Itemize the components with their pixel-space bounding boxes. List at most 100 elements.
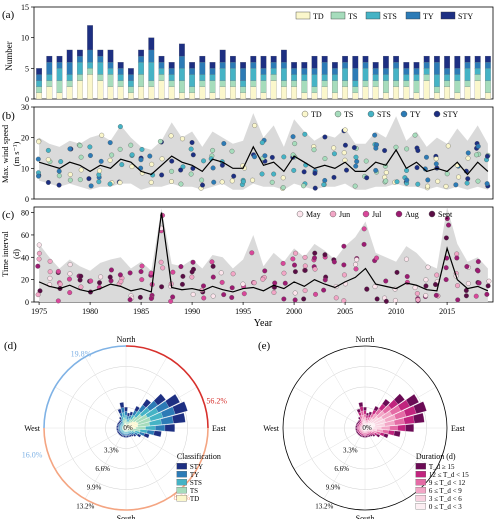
quadrant-arc [125, 427, 209, 511]
bar-sty [382, 55, 389, 69]
data-point [425, 183, 431, 189]
bar-td [423, 80, 430, 100]
data-point [67, 262, 73, 268]
data-point [312, 170, 318, 176]
data-point [372, 132, 378, 138]
data-point [272, 280, 278, 286]
data-point [219, 279, 225, 285]
legend-label: 3 ≤ T_d < 6 [429, 495, 462, 503]
bar-td [240, 92, 247, 100]
rose-wedge [118, 432, 121, 435]
data-point [312, 255, 317, 261]
rose-wedge [120, 434, 123, 437]
bar-td [454, 92, 461, 100]
data-point [210, 165, 216, 171]
bar-td [311, 92, 318, 100]
panel-e: (e) North East South West 3.3% 6.6% 9.9% 13.2% 0… [258, 335, 469, 519]
rose-wedge [117, 422, 120, 425]
rose-wedge [117, 408, 122, 414]
bar-ty [403, 68, 410, 75]
bar-sts [127, 80, 134, 87]
bar-sts [311, 74, 318, 87]
data-point [36, 139, 42, 145]
grid-spoke [54, 386, 127, 429]
rose-wedge [142, 398, 152, 408]
data-point [211, 179, 217, 185]
data-point [414, 165, 420, 171]
data-point [45, 180, 51, 185]
data-point [170, 294, 176, 300]
rose-wedge [357, 416, 361, 420]
bar-ty [127, 74, 134, 81]
data-point [414, 291, 420, 296]
data-point [47, 269, 53, 275]
data-point [322, 252, 328, 258]
legend-marker [334, 110, 342, 118]
bar-ts [178, 80, 185, 93]
data-point [138, 157, 144, 163]
data-point [55, 298, 61, 304]
data-point [96, 179, 102, 185]
data-point [302, 131, 308, 137]
data-point [45, 147, 51, 153]
data-point [455, 283, 460, 289]
data-point [251, 280, 257, 286]
rose-wedge [362, 435, 365, 438]
bar-sts [199, 74, 206, 81]
data-point [415, 181, 421, 187]
bar-ts [444, 80, 451, 87]
bar-td [270, 80, 277, 100]
bar-ty [199, 62, 206, 75]
x-tick-label: 1985 [133, 307, 149, 316]
bar-ty [158, 62, 165, 69]
radial-tick-label: 9.9% [87, 484, 102, 492]
rose-wedge [155, 424, 166, 432]
legend-swatch [415, 479, 426, 486]
data-point [67, 146, 73, 152]
bar-sty [342, 55, 349, 63]
data-point [464, 180, 470, 186]
bar-ty [301, 68, 308, 75]
data-point [473, 293, 479, 299]
data-point [394, 179, 400, 185]
direction-north: North [117, 335, 136, 344]
bar-sty [413, 62, 420, 69]
bar-sty [66, 49, 73, 63]
bar-ty [178, 55, 185, 69]
bar-sts [158, 68, 165, 75]
data-point [383, 278, 389, 284]
legend-label: STS [377, 110, 391, 119]
rose-wedge [356, 427, 359, 429]
rose-wedge [124, 415, 128, 420]
rose-wedge [132, 433, 137, 437]
data-point [259, 140, 265, 146]
data-point [210, 293, 216, 299]
rose-wedge [116, 427, 119, 429]
data-point [374, 255, 379, 261]
data-point [149, 161, 155, 167]
bar-td [76, 80, 83, 100]
panel-b-yticks: 0 10 20 30 [21, 103, 34, 204]
data-point [249, 250, 255, 256]
data-point [374, 296, 380, 302]
bar-sts [260, 74, 267, 81]
data-point [354, 159, 360, 164]
legend-label: TS [344, 110, 353, 119]
data-point [404, 256, 409, 262]
rose-wedge [357, 432, 360, 435]
data-point [434, 272, 440, 278]
y-tick-label: 0 [25, 298, 29, 307]
data-point [341, 243, 347, 249]
rose-wedge [355, 428, 358, 431]
bar-sty [87, 25, 94, 51]
bar-sty [209, 62, 216, 69]
data-point [128, 142, 134, 148]
direction-west: West [24, 424, 41, 433]
data-point [281, 296, 287, 302]
data-point [455, 297, 461, 303]
bar-td [209, 92, 216, 100]
bar-sts [464, 68, 471, 81]
bar-sty [291, 62, 298, 69]
